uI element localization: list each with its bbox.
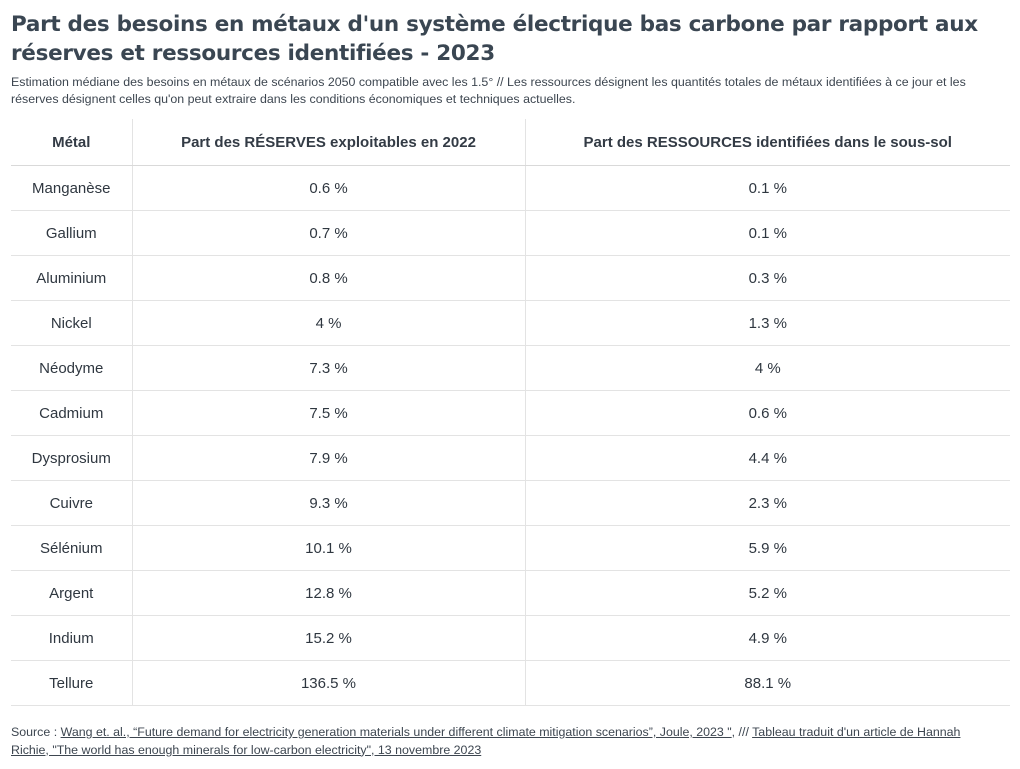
cell-metal: Nickel: [11, 300, 133, 346]
cell-resources: 4.4 %: [525, 435, 1010, 481]
cell-reserves: 7.5 %: [132, 390, 526, 436]
cell-resources: 5.9 %: [525, 525, 1010, 571]
cell-metal: Argent: [11, 570, 133, 616]
table-row: Cuivre 9.3 % 2.3 %: [11, 480, 1010, 526]
cell-reserves: 10.1 %: [132, 525, 526, 571]
cell-reserves: 7.9 %: [132, 435, 526, 481]
table-row: Gallium 0.7 % 0.1 %: [11, 210, 1010, 256]
cell-metal: Manganèse: [11, 165, 133, 211]
chart-subtitle: Estimation médiane des besoins en métaux…: [11, 75, 966, 106]
cell-metal: Aluminium: [11, 255, 133, 301]
column-header-reserves: Part des RÉSERVES exploitables en 2022: [132, 119, 526, 166]
table-header-row: Métal Part des RÉSERVES exploitables en …: [11, 119, 1010, 166]
cell-reserves: 4 %: [132, 300, 526, 346]
cell-metal: Gallium: [11, 210, 133, 256]
table-row: Dysprosium 7.9 % 4.4 %: [11, 435, 1010, 481]
cell-resources: 2.3 %: [525, 480, 1010, 526]
source-separator: , ///: [731, 725, 753, 739]
cell-metal: Indium: [11, 615, 133, 661]
table-row: Néodyme 7.3 % 4 %: [11, 345, 1010, 391]
cell-reserves: 7.3 %: [132, 345, 526, 391]
cell-metal: Sélénium: [11, 525, 133, 571]
table-row: Nickel 4 % 1.3 %: [11, 300, 1010, 346]
cell-resources: 5.2 %: [525, 570, 1010, 616]
cell-resources: 0.6 %: [525, 390, 1010, 436]
cell-reserves: 0.8 %: [132, 255, 526, 301]
cell-resources: 88.1 %: [525, 660, 1010, 706]
source-prefix: Source :: [11, 725, 61, 739]
cell-metal: Cadmium: [11, 390, 133, 436]
table-body: Manganèse 0.6 % 0.1 % Gallium 0.7 % 0.1 % Alum…: [11, 165, 1010, 706]
column-header-resources: Part des RESSOURCES identifiées dans le …: [525, 119, 1010, 166]
table-row: Aluminium 0.8 % 0.3 %: [11, 255, 1010, 301]
cell-resources: 0.1 %: [525, 165, 1010, 211]
table-row: Manganèse 0.6 % 0.1 %: [11, 165, 1010, 211]
cell-resources: 1.3 %: [525, 300, 1010, 346]
cell-resources: 4.9 %: [525, 615, 1010, 661]
source-note: Source : Wang et. al., “Future demand fo…: [11, 724, 1001, 759]
cell-reserves: 15.2 %: [132, 615, 526, 661]
cell-reserves: 12.8 %: [132, 570, 526, 616]
column-header-metal: Métal: [11, 119, 133, 166]
data-table: Métal Part des RÉSERVES exploitables en …: [11, 119, 1010, 706]
cell-reserves: 0.7 %: [132, 210, 526, 256]
cell-reserves: 9.3 %: [132, 480, 526, 526]
cell-metal: Cuivre: [11, 480, 133, 526]
cell-resources: 0.3 %: [525, 255, 1010, 301]
cell-reserves: 0.6 %: [132, 165, 526, 211]
table-row: Tellure 136.5 % 88.1 %: [11, 660, 1010, 706]
cell-resources: 4 %: [525, 345, 1010, 391]
cell-metal: Dysprosium: [11, 435, 133, 481]
source-link-richie[interactable]: Tableau traduit d'un article de Hannah R…: [11, 725, 961, 757]
table-row: Cadmium 7.5 % 0.6 %: [11, 390, 1010, 436]
cell-metal: Tellure: [11, 660, 133, 706]
source-link-wang[interactable]: Wang et. al., “Future demand for electri…: [60, 725, 732, 739]
table-row: Indium 15.2 % 4.9 %: [11, 615, 1010, 661]
table-row: Argent 12.8 % 5.2 %: [11, 570, 1010, 616]
cell-metal: Néodyme: [11, 345, 133, 391]
chart-title: Part des besoins en métaux d'un système …: [11, 12, 978, 66]
cell-reserves: 136.5 %: [132, 660, 526, 706]
table-row: Sélénium 10.1 % 5.9 %: [11, 525, 1010, 571]
cell-resources: 0.1 %: [525, 210, 1010, 256]
